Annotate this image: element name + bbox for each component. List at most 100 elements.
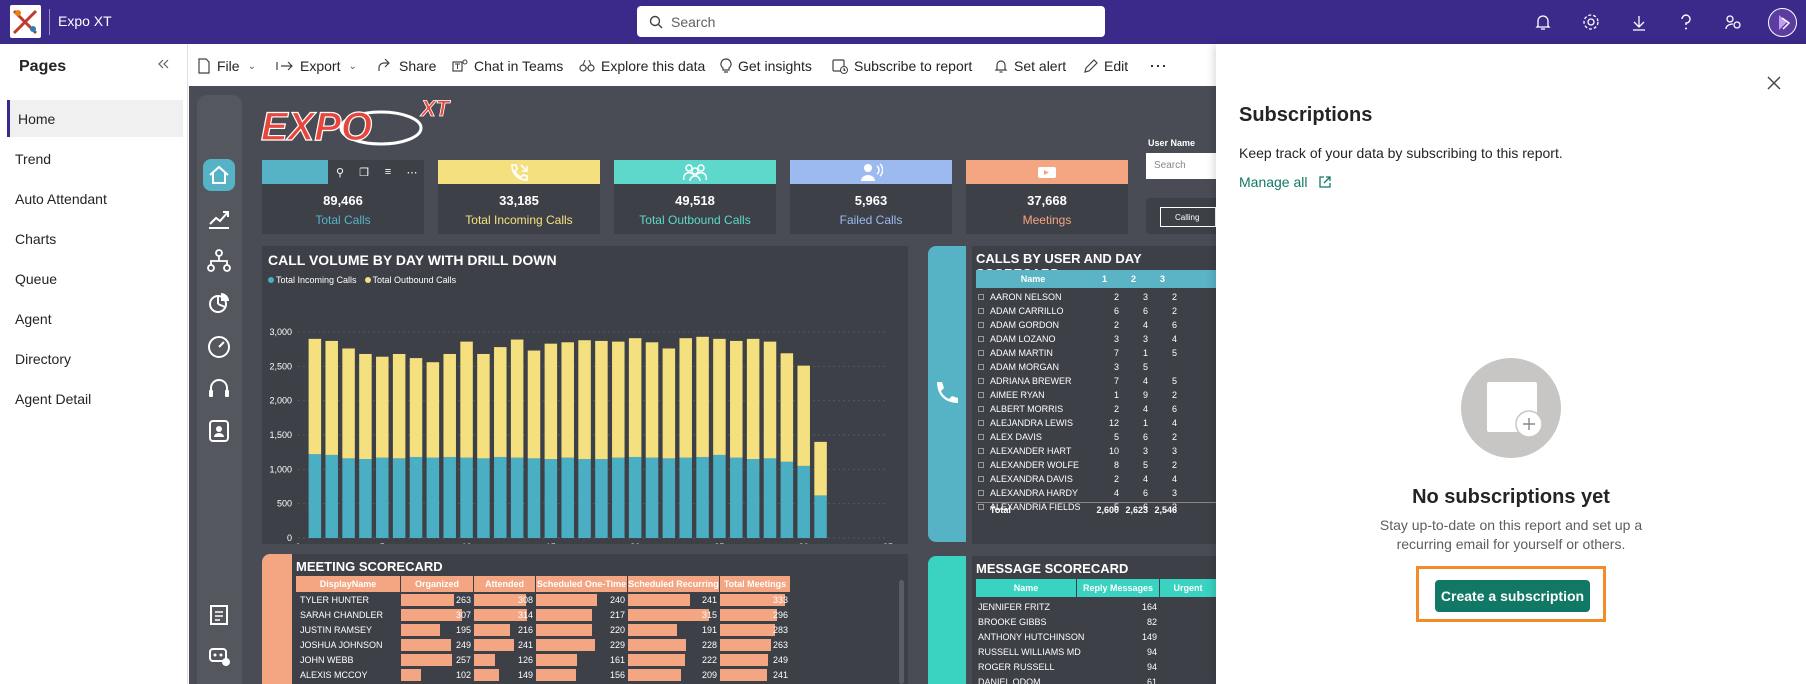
table-row[interactable]: ALEX DAVIS 5 6 2 bbox=[976, 430, 1216, 444]
create-subscription-button[interactable]: Create a subscription bbox=[1435, 580, 1590, 612]
table-row[interactable]: BROOKE GIBBS 82 bbox=[976, 615, 1216, 630]
rail-gauge-icon[interactable] bbox=[203, 331, 235, 363]
user-search-input[interactable]: Search bbox=[1146, 153, 1216, 179]
expand-box-icon[interactable] bbox=[978, 420, 984, 426]
expand-box-icon[interactable] bbox=[978, 294, 984, 300]
expand-box-icon[interactable] bbox=[978, 448, 984, 454]
column-header[interactable]: Attended bbox=[474, 576, 535, 592]
column-header[interactable]: Organized bbox=[401, 576, 473, 592]
column-header[interactable]: 1 bbox=[1090, 270, 1119, 288]
rail-bot-icon[interactable] bbox=[203, 639, 235, 671]
column-header[interactable]: DisplayName bbox=[296, 576, 400, 592]
expand-box-icon[interactable] bbox=[978, 378, 984, 384]
manage-all-link[interactable]: Manage all bbox=[1239, 174, 1332, 190]
message-scorecard[interactable]: MESSAGE SCORECARD Name Reply Messages Ur… bbox=[972, 556, 1216, 684]
table-row[interactable]: ALEXANDER HART 10 3 3 bbox=[976, 444, 1216, 458]
sidebar-item-charts[interactable]: Charts bbox=[7, 220, 183, 257]
sidebar-item-directory[interactable]: Directory bbox=[7, 340, 183, 377]
scrollbar[interactable] bbox=[899, 580, 904, 684]
meeting-tab[interactable] bbox=[262, 554, 292, 684]
collapse-chevron-icon[interactable] bbox=[156, 57, 170, 76]
column-header[interactable]: Scheduled Recurring bbox=[628, 576, 719, 592]
pin-icon[interactable]: ⚲ bbox=[335, 166, 345, 179]
expand-box-icon[interactable] bbox=[978, 392, 984, 398]
message-tab[interactable] bbox=[928, 556, 966, 684]
calls-by-user-scorecard[interactable]: CALLS BY USER AND DAY SCORECARD Name 1 2… bbox=[972, 246, 1216, 544]
table-row[interactable]: JENNIFER FRITZ 164 bbox=[976, 600, 1216, 615]
table-row[interactable]: SARAH CHANDLER 307 314 217 315 296 bbox=[296, 608, 796, 623]
sidebar-item-agent[interactable]: Agent bbox=[7, 300, 183, 337]
calling-button[interactable]: Calling bbox=[1160, 207, 1216, 227]
avatar[interactable] bbox=[1768, 8, 1797, 37]
file-menu-button[interactable]: File ⌄ bbox=[197, 56, 256, 76]
table-row[interactable]: ALEJANDRA LEWIS 12 1 4 bbox=[976, 416, 1216, 430]
expand-box-icon[interactable] bbox=[978, 504, 984, 510]
sidebar-item-agent-detail[interactable]: Agent Detail bbox=[7, 380, 183, 417]
expand-box-icon[interactable] bbox=[978, 322, 984, 328]
column-header[interactable]: Name bbox=[976, 579, 1076, 597]
share-feedback-icon[interactable] bbox=[1722, 11, 1744, 33]
table-row[interactable]: JOHN WEBB 257 126 161 222 249 bbox=[296, 653, 796, 668]
kpi-failed-calls[interactable]: 5,963 Failed Calls bbox=[790, 160, 952, 234]
copy-icon[interactable]: ❐ bbox=[359, 166, 369, 179]
expand-box-icon[interactable] bbox=[978, 364, 984, 370]
expand-box-icon[interactable] bbox=[978, 490, 984, 496]
table-row[interactable]: ROGER RUSSELL 94 bbox=[976, 660, 1216, 675]
more-options-button[interactable]: ⋯ bbox=[1149, 56, 1167, 76]
rail-report-icon[interactable] bbox=[203, 599, 235, 631]
kpi-total-outbound-calls[interactable]: 49,518 Total Outbound Calls bbox=[614, 160, 776, 234]
download-icon[interactable] bbox=[1628, 11, 1650, 33]
close-icon[interactable] bbox=[1767, 76, 1781, 95]
sidebar-item-trend[interactable]: Trend bbox=[7, 140, 183, 177]
kpi-total-incoming-calls[interactable]: 33,185 Total Incoming Calls bbox=[438, 160, 600, 234]
table-row[interactable]: ALEXANDER WOLFE 8 5 2 bbox=[976, 458, 1216, 472]
calls-tab[interactable] bbox=[928, 246, 966, 542]
set-alert-button[interactable]: Set alert bbox=[994, 56, 1066, 76]
meeting-scorecard[interactable]: MEETING SCORECARD DisplayName Organized At… bbox=[292, 554, 908, 684]
share-button[interactable]: Share bbox=[377, 56, 436, 76]
expand-box-icon[interactable] bbox=[978, 350, 984, 356]
sidebar-item-home[interactable]: Home bbox=[7, 100, 183, 137]
explore-data-button[interactable]: Explore this data bbox=[579, 56, 705, 76]
rail-contact-card-icon[interactable] bbox=[203, 415, 235, 447]
get-insights-button[interactable]: Get insights bbox=[720, 56, 812, 76]
table-row[interactable]: ADAM CARRILLO 6 6 2 bbox=[976, 304, 1216, 318]
more-options-icon[interactable]: ⋯ bbox=[406, 166, 418, 179]
table-row[interactable]: ALEXIS MCCOY 102 149 156 209 241 bbox=[296, 668, 796, 683]
table-row[interactable]: JUSTIN RAMSEY 195 216 220 191 283 bbox=[296, 623, 796, 638]
sidebar-item-auto-attendant[interactable]: Auto Attendant bbox=[7, 180, 183, 217]
filter-icon[interactable]: ≡ bbox=[384, 166, 392, 178]
bell-icon[interactable] bbox=[1532, 11, 1554, 33]
kpi-total-calls[interactable]: ⚲ ❐ ≡ ⋯ 89,466 Total Calls bbox=[262, 160, 424, 234]
table-row[interactable]: ALEXANDRA DAVIS 2 4 4 bbox=[976, 472, 1216, 486]
rail-org-chart-icon[interactable] bbox=[203, 245, 235, 277]
call-volume-chart[interactable]: 0 500 1,000 1,500 2,000 2,500 3,000 0 5 10 15 20 25 3… bbox=[262, 246, 908, 544]
rail-pie-chart-icon[interactable] bbox=[203, 287, 235, 319]
help-icon[interactable] bbox=[1675, 11, 1697, 33]
table-row[interactable]: AARON NELSON 2 3 2 bbox=[976, 290, 1216, 304]
column-header[interactable]: Scheduled One-Time bbox=[536, 576, 627, 592]
table-row[interactable]: ADAM MARTIN 7 1 5 bbox=[976, 346, 1216, 360]
expand-box-icon[interactable] bbox=[978, 406, 984, 412]
column-header[interactable]: Name bbox=[976, 270, 1090, 288]
table-row[interactable]: DANIEL ODOM 61 bbox=[976, 675, 1216, 684]
table-row[interactable]: AIMEE RYAN 1 9 2 bbox=[976, 388, 1216, 402]
column-header[interactable]: Reply Messages bbox=[1077, 579, 1159, 597]
expand-box-icon[interactable] bbox=[978, 476, 984, 482]
rail-headset-icon[interactable] bbox=[203, 373, 235, 405]
table-row[interactable]: ADRIANA BREWER 7 4 5 bbox=[976, 374, 1216, 388]
table-row[interactable]: ADAM LOZANO 3 3 4 bbox=[976, 332, 1216, 346]
subscribe-to-report-button[interactable]: Subscribe to report bbox=[832, 56, 972, 76]
table-row[interactable]: ALEXANDRA HARDY 4 6 3 bbox=[976, 486, 1216, 500]
table-row[interactable]: ADAM MORGAN 3 5 bbox=[976, 360, 1216, 374]
table-row[interactable]: JOSHUA JOHNSON 249 241 229 228 263 bbox=[296, 638, 796, 653]
column-header[interactable]: 3 bbox=[1148, 270, 1177, 288]
rail-trend-icon[interactable] bbox=[203, 203, 235, 235]
edit-button[interactable]: Edit bbox=[1083, 56, 1128, 76]
expand-box-icon[interactable] bbox=[978, 434, 984, 440]
expand-box-icon[interactable] bbox=[978, 336, 984, 342]
kpi-meetings[interactable]: 37,668 Meetings bbox=[966, 160, 1128, 234]
column-header[interactable]: 2 bbox=[1119, 270, 1148, 288]
app-logo[interactable] bbox=[10, 5, 41, 38]
chat-in-teams-button[interactable]: Chat in Teams bbox=[452, 56, 563, 76]
